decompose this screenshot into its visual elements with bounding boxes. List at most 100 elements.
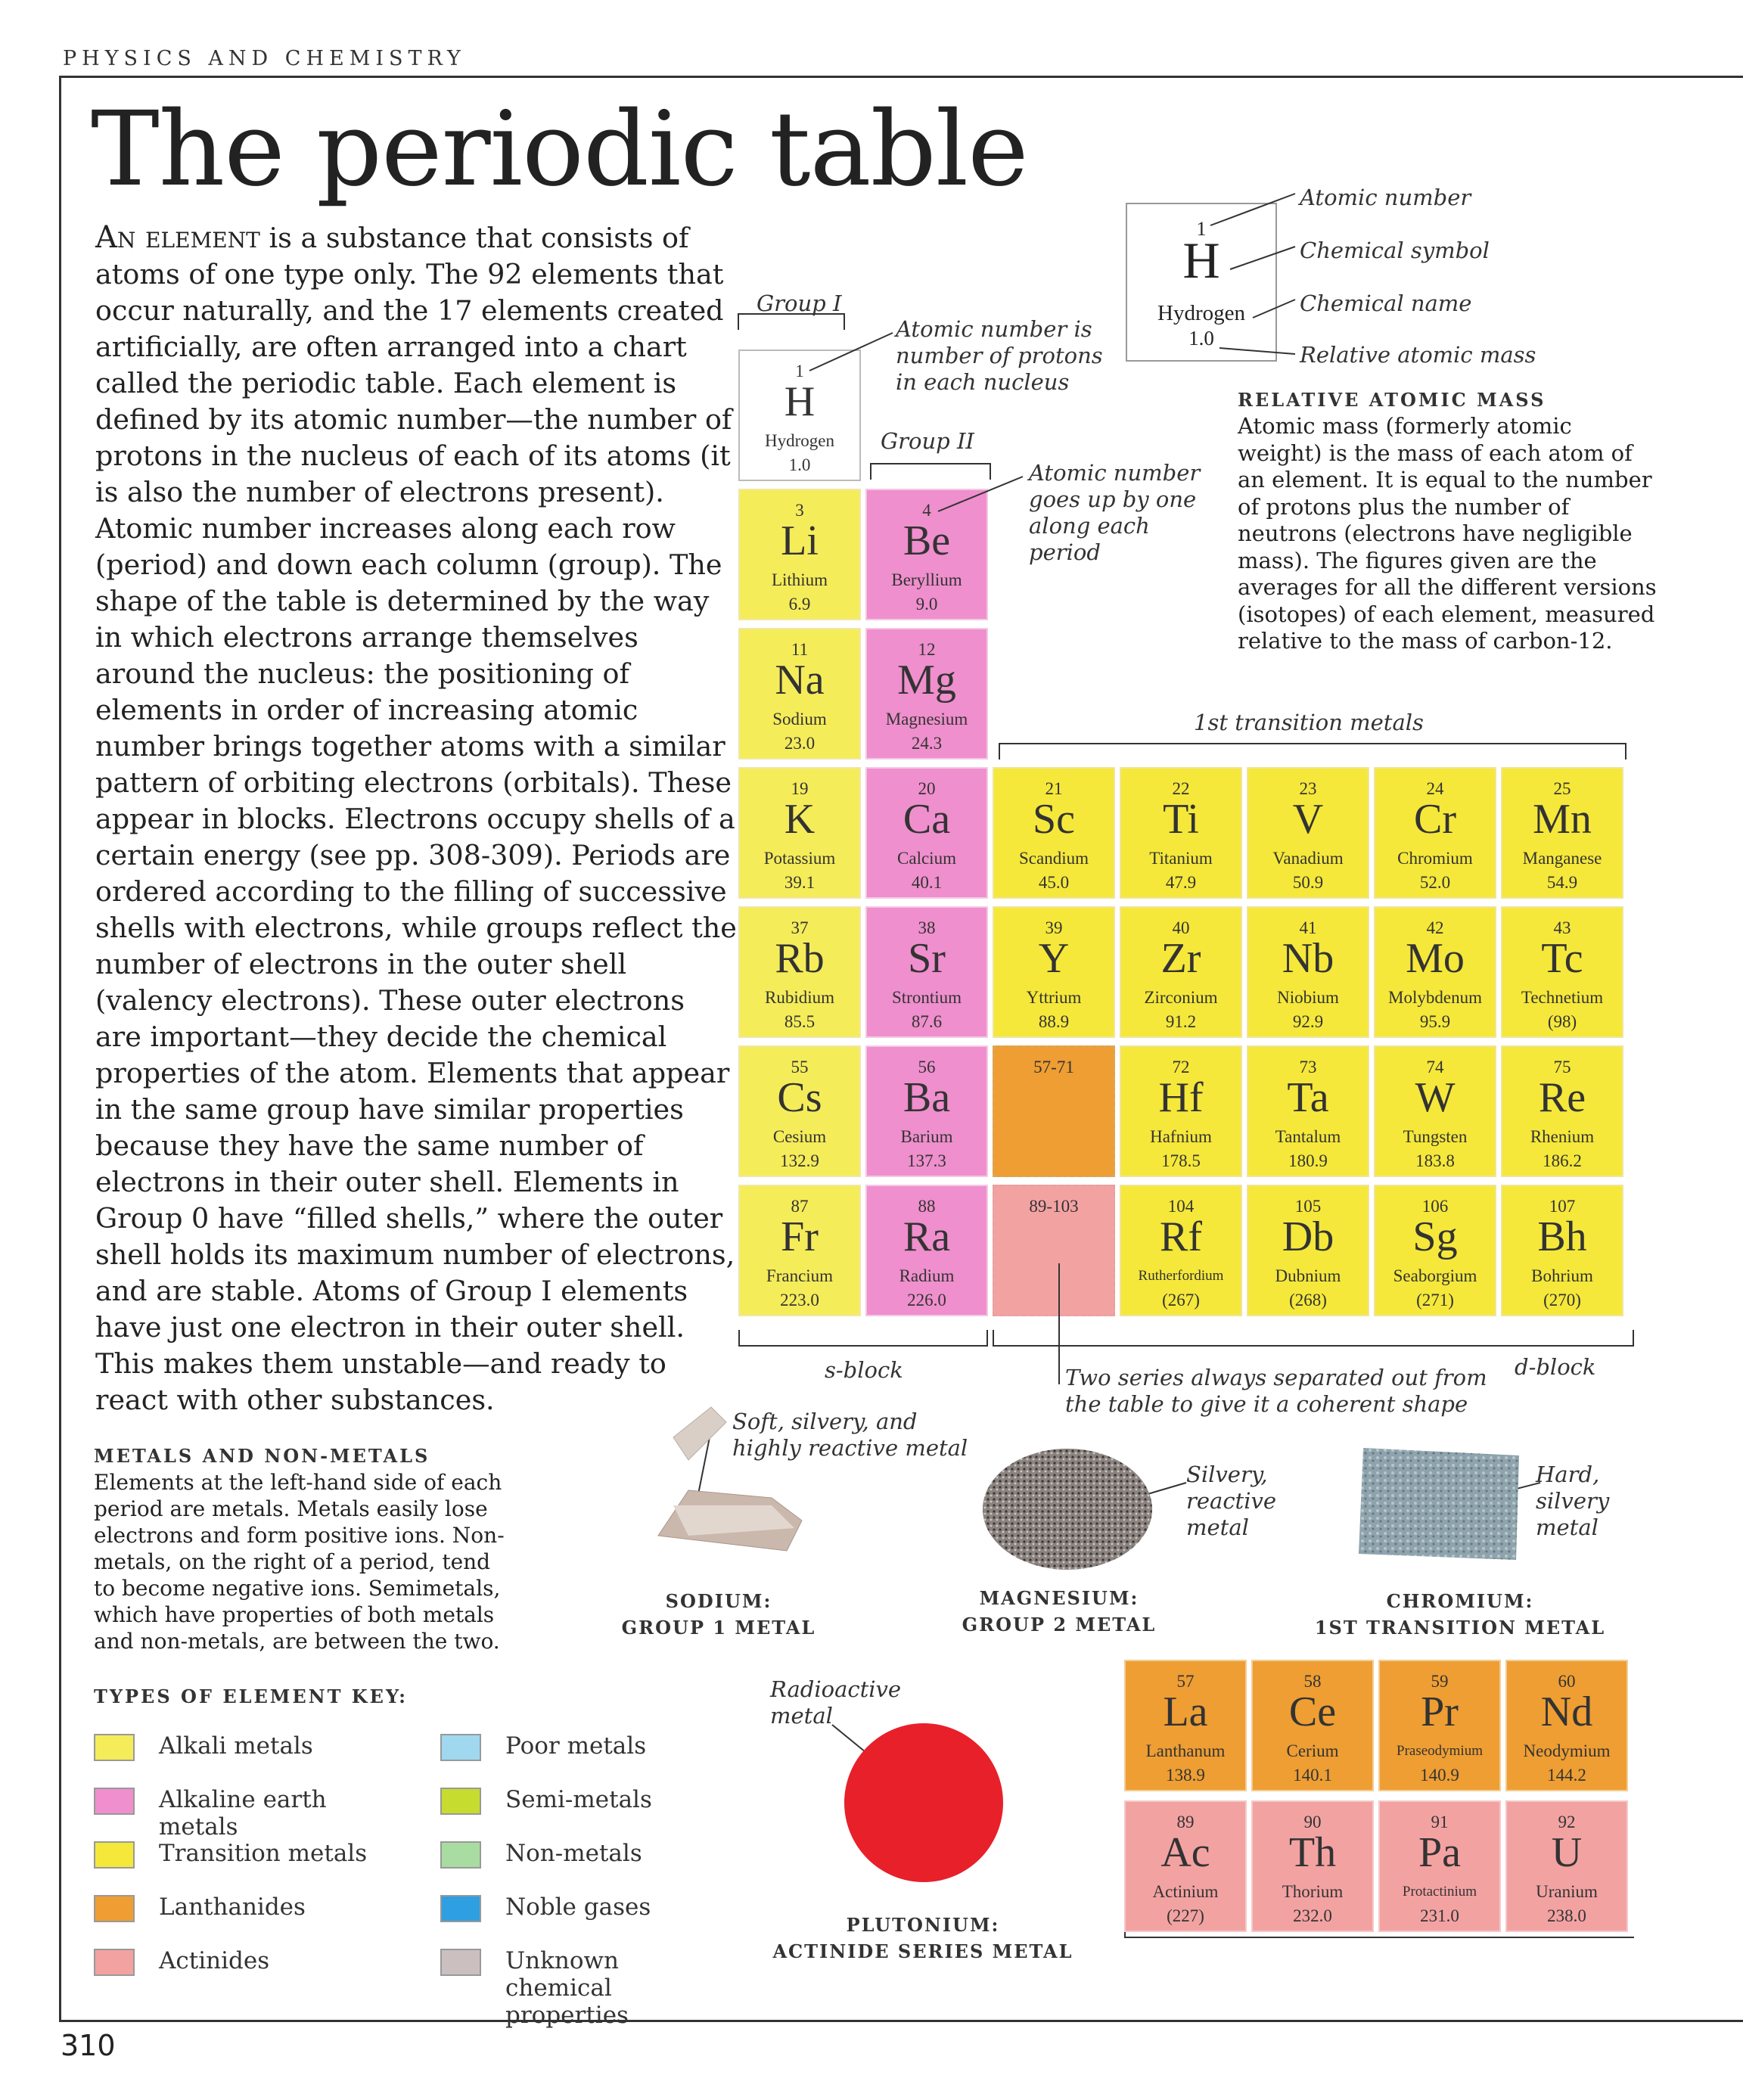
atomic-number: 56 (918, 1058, 936, 1076)
element-name: Titanium (1149, 849, 1213, 868)
d-block-label: d-block (1515, 1354, 1596, 1380)
intro-body: is a substance that consists of atoms of… (95, 222, 737, 1416)
element-cell-mn: 25 Mn Manganese 54.9 (1501, 767, 1623, 899)
element-cell-tc: 43 Tc Technetium (98) (1501, 906, 1623, 1038)
atomic-mass: 52.0 (1419, 873, 1451, 892)
element-name: Actinium (1152, 1882, 1219, 1901)
atomic-mass: 88.9 (1038, 1012, 1070, 1031)
atomic-number: 57 (1176, 1672, 1195, 1691)
element-name: Rubidium (764, 988, 834, 1007)
atomic-mass: 39.1 (784, 873, 816, 892)
element-cell-sg: 106 Sg Seaborgium (271) (1374, 1185, 1496, 1316)
atomic-mass: 178.5 (1161, 1151, 1201, 1170)
group-1-bracket (738, 313, 845, 330)
element-cell-ac: 89 Ac Actinium (227) (1124, 1800, 1247, 1932)
element-symbol: Re (1538, 1074, 1586, 1121)
element-name: Niobium (1277, 988, 1339, 1007)
element-cell-nd: 60 Nd Neodymium 144.2 (1505, 1660, 1628, 1791)
legend-label-chemical-name: Chemical name (1300, 290, 1472, 316)
key-label: Actinides (159, 1947, 270, 1974)
element-name: Praseodymium (1397, 1743, 1483, 1759)
relative-mass-text: Atomic mass (formerly atomic weight) is … (1238, 413, 1657, 654)
element-name: Hydrogen (765, 431, 834, 450)
element-name: Zirconium (1144, 988, 1218, 1007)
chromium-sample-image (1353, 1440, 1527, 1569)
element-name: Sodium (772, 710, 827, 728)
atomic-mass: 132.9 (780, 1151, 819, 1170)
element-cell-ra: 88 Ra Radium 226.0 (865, 1185, 988, 1316)
key-swatch (94, 1841, 135, 1869)
atomic-mass: 24.3 (911, 734, 943, 753)
element-symbol: Db (1282, 1213, 1334, 1260)
element-cell-hf: 72 Hf Hafnium 178.5 (1120, 1045, 1242, 1177)
element-cell-fr: 87 Fr Francium 223.0 (738, 1185, 861, 1316)
atomic-mass: 232.0 (1293, 1906, 1332, 1925)
atomic-number: 11 (791, 640, 809, 659)
element-symbol: K (784, 796, 816, 843)
chromium-label: CHROMIUM: 1ST TRANSITION METAL (1301, 1590, 1619, 1639)
atomic-mass: (98) (1547, 1012, 1577, 1031)
element-cell-cs: 55 Cs Cesium 132.9 (738, 1045, 861, 1177)
plutonium-label-line2: ACTINIDE SERIES METAL (772, 1940, 1073, 1962)
atomic-number-note: Atomic number is number of protons in ea… (896, 316, 1103, 395)
element-name: Rhenium (1530, 1127, 1595, 1146)
legend-number: 1 (1196, 218, 1207, 240)
atomic-number: 91 (1431, 1813, 1449, 1831)
atomic-number: 75 (1553, 1058, 1571, 1076)
key-swatch (440, 1895, 481, 1922)
atomic-mass: 144.2 (1547, 1766, 1586, 1785)
element-name: Molybdenum (1388, 988, 1482, 1007)
atomic-number: 89-103 (1029, 1197, 1079, 1216)
atomic-mass: 54.9 (1546, 873, 1578, 892)
atomic-mass: 137.3 (907, 1151, 946, 1170)
element-symbol: Sr (908, 935, 946, 982)
element-symbol: Nd (1540, 1688, 1593, 1735)
key-label: Transition metals (159, 1840, 368, 1867)
atomic-number: 60 (1558, 1672, 1576, 1691)
element-name: Lanthanum (1145, 1741, 1226, 1760)
period-note: Atomic number goes up by one along each … (1029, 460, 1201, 565)
element-name: Tungsten (1403, 1127, 1468, 1146)
element-symbol: Mn (1533, 796, 1592, 843)
atomic-mass: 92.9 (1292, 1012, 1324, 1031)
magnesium-label-line2: GROUP 2 METAL (962, 1614, 1157, 1636)
atomic-mass: 40.1 (911, 873, 943, 892)
sodium-note: Soft, silvery, and highly reactive metal (732, 1409, 968, 1461)
atomic-mass: 186.2 (1543, 1151, 1582, 1170)
element-cell-y: 39 Y Yttrium 88.9 (993, 906, 1115, 1038)
element-symbol: Ti (1163, 796, 1199, 843)
atomic-mass: 238.0 (1547, 1906, 1586, 1925)
key-swatch (440, 1949, 481, 1976)
element-symbol: Th (1288, 1829, 1337, 1876)
frame-top-rule (59, 76, 1743, 78)
element-name: Manganese (1522, 849, 1602, 868)
legend-name: Hydrogen (1157, 301, 1245, 325)
page-title: The periodic table (91, 90, 1029, 210)
element-symbol: Pr (1421, 1688, 1459, 1735)
element-symbol: Bh (1537, 1213, 1587, 1260)
element-cell-zr: 40 Zr Zirconium 91.2 (1120, 906, 1242, 1038)
atomic-number: 12 (918, 640, 936, 659)
element-symbol: Ac (1160, 1829, 1210, 1876)
atomic-mass: 140.9 (1420, 1766, 1459, 1785)
atomic-number: 37 (791, 918, 809, 937)
magnesium-label: MAGNESIUM: GROUP 2 METAL (938, 1587, 1180, 1636)
element-name: Radium (899, 1266, 955, 1285)
element-name: Protactinium (1402, 1884, 1477, 1900)
element-cell-nb: 41 Nb Niobium 92.9 (1247, 906, 1369, 1038)
atomic-number: 59 (1431, 1672, 1449, 1691)
atomic-mass: 180.9 (1288, 1151, 1328, 1170)
magnesium-sample-image (980, 1437, 1154, 1573)
element-name: Potassium (763, 849, 836, 868)
atomic-mass: 223.0 (780, 1291, 819, 1309)
key-label: Semi-metals (505, 1786, 652, 1813)
key-swatch (440, 1841, 481, 1869)
element-symbol: Tc (1541, 935, 1583, 982)
element-cell-cr: 24 Cr Chromium 52.0 (1374, 767, 1496, 899)
atomic-mass: (270) (1543, 1291, 1581, 1309)
element-cell-li: 3 Li Lithium 6.9 (738, 489, 861, 620)
element-cell-rf: 104 Rf Rutherfordium (267) (1120, 1185, 1242, 1316)
key-swatch (440, 1734, 481, 1761)
atomic-mass: 140.1 (1293, 1766, 1332, 1785)
element-name: Cerium (1286, 1741, 1339, 1760)
